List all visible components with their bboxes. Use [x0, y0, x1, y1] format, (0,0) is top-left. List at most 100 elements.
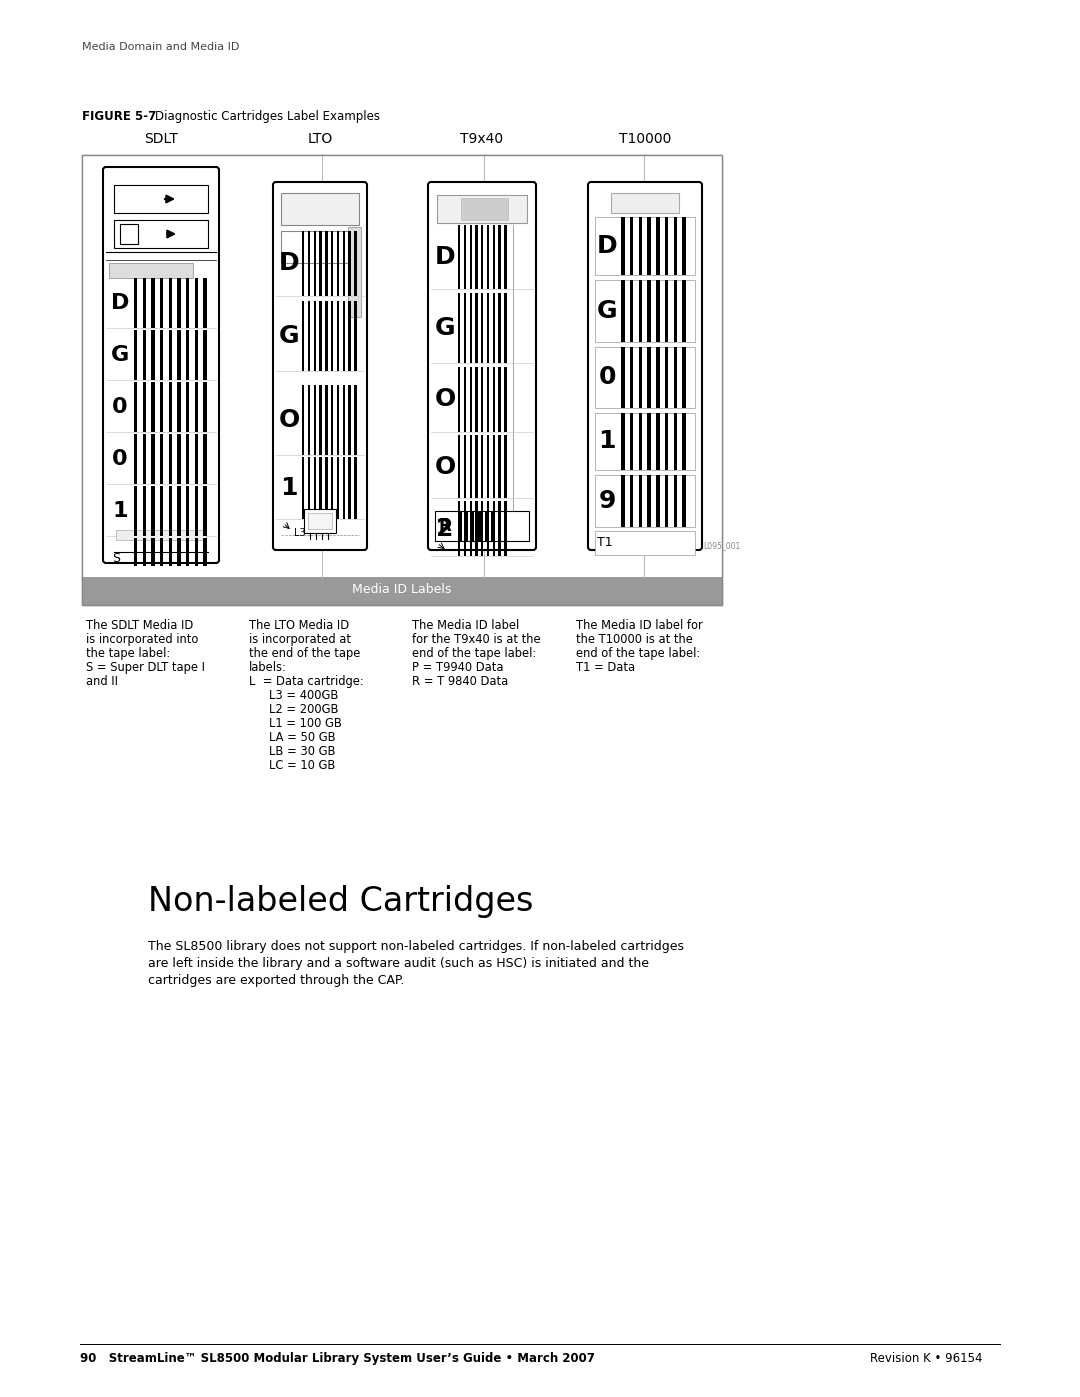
- Text: for the T9x40 is at the: for the T9x40 is at the: [411, 633, 541, 645]
- Text: Revision K • 96154: Revision K • 96154: [870, 1352, 983, 1365]
- Text: The Media ID label for: The Media ID label for: [576, 619, 703, 631]
- Bar: [621, 346, 624, 408]
- Bar: [308, 386, 310, 455]
- Bar: [638, 414, 642, 469]
- Text: The Media ID label: The Media ID label: [411, 619, 519, 631]
- Bar: [665, 279, 669, 342]
- Bar: [458, 434, 460, 497]
- Text: O: O: [434, 454, 456, 479]
- Bar: [308, 300, 310, 372]
- Bar: [470, 434, 472, 497]
- Bar: [481, 434, 484, 497]
- Bar: [337, 231, 339, 296]
- Bar: [203, 486, 206, 536]
- Bar: [186, 486, 189, 536]
- Bar: [114, 219, 208, 249]
- Bar: [478, 511, 481, 541]
- Bar: [595, 346, 696, 408]
- Bar: [168, 330, 172, 380]
- Bar: [177, 381, 180, 432]
- Bar: [151, 381, 154, 432]
- Text: S = Super DLT tape I: S = Super DLT tape I: [86, 661, 205, 673]
- Text: 1: 1: [598, 429, 616, 454]
- Bar: [337, 386, 339, 455]
- Bar: [186, 434, 189, 483]
- Bar: [485, 511, 487, 541]
- Bar: [465, 511, 468, 541]
- Bar: [595, 475, 696, 527]
- Bar: [134, 381, 137, 432]
- Bar: [665, 475, 669, 527]
- Bar: [302, 386, 305, 455]
- Text: LB = 30 GB: LB = 30 GB: [269, 745, 336, 759]
- Bar: [160, 434, 163, 483]
- Bar: [621, 279, 624, 342]
- Bar: [330, 300, 334, 372]
- Bar: [82, 155, 723, 605]
- Bar: [320, 386, 322, 455]
- Bar: [656, 475, 660, 527]
- Text: R = T 9840 Data: R = T 9840 Data: [411, 675, 509, 687]
- Bar: [647, 279, 651, 342]
- Bar: [302, 300, 305, 372]
- Text: and II: and II: [86, 675, 118, 687]
- Bar: [481, 502, 484, 556]
- Bar: [630, 414, 633, 469]
- Bar: [481, 225, 484, 289]
- Bar: [475, 225, 477, 289]
- Text: 9: 9: [598, 489, 616, 513]
- Bar: [470, 293, 472, 363]
- Bar: [302, 457, 305, 520]
- Text: L  = Data cartridge:: L = Data cartridge:: [249, 675, 364, 687]
- Text: end of the tape label:: end of the tape label:: [411, 647, 537, 659]
- Bar: [203, 381, 206, 432]
- Bar: [349, 386, 351, 455]
- Text: G: G: [279, 324, 299, 348]
- Bar: [320, 300, 322, 372]
- Bar: [487, 434, 489, 497]
- Bar: [638, 217, 642, 275]
- Bar: [82, 155, 723, 577]
- Bar: [194, 330, 198, 380]
- Bar: [82, 155, 723, 605]
- Bar: [458, 225, 460, 289]
- Text: O: O: [434, 387, 456, 412]
- Bar: [621, 414, 624, 469]
- Bar: [320, 231, 322, 296]
- Bar: [463, 225, 467, 289]
- Text: L2 = 200GB: L2 = 200GB: [269, 703, 338, 717]
- Bar: [595, 531, 696, 555]
- Bar: [342, 386, 345, 455]
- Bar: [504, 434, 507, 497]
- Bar: [475, 434, 477, 497]
- Bar: [134, 486, 137, 536]
- Bar: [308, 457, 310, 520]
- Bar: [337, 457, 339, 520]
- Text: T1: T1: [597, 536, 612, 549]
- Bar: [177, 486, 180, 536]
- Bar: [354, 231, 356, 296]
- Bar: [348, 226, 361, 317]
- Bar: [160, 381, 163, 432]
- Bar: [647, 217, 651, 275]
- Text: G: G: [111, 345, 130, 365]
- Bar: [194, 381, 198, 432]
- Bar: [683, 475, 686, 527]
- Bar: [313, 386, 316, 455]
- Bar: [281, 231, 359, 263]
- Text: is incorporated at: is incorporated at: [249, 633, 351, 645]
- Bar: [168, 538, 172, 566]
- Bar: [472, 511, 474, 541]
- Bar: [160, 538, 163, 566]
- Bar: [177, 278, 180, 328]
- Text: end of the tape label:: end of the tape label:: [576, 647, 700, 659]
- Bar: [595, 279, 696, 342]
- Text: FIGURE 5-7: FIGURE 5-7: [82, 110, 157, 123]
- Bar: [674, 279, 677, 342]
- Text: the end of the tape: the end of the tape: [249, 647, 361, 659]
- Bar: [313, 300, 316, 372]
- Bar: [330, 231, 334, 296]
- Text: L1 = 100 GB: L1 = 100 GB: [269, 717, 342, 731]
- Bar: [470, 367, 472, 432]
- Text: T10000: T10000: [619, 131, 671, 147]
